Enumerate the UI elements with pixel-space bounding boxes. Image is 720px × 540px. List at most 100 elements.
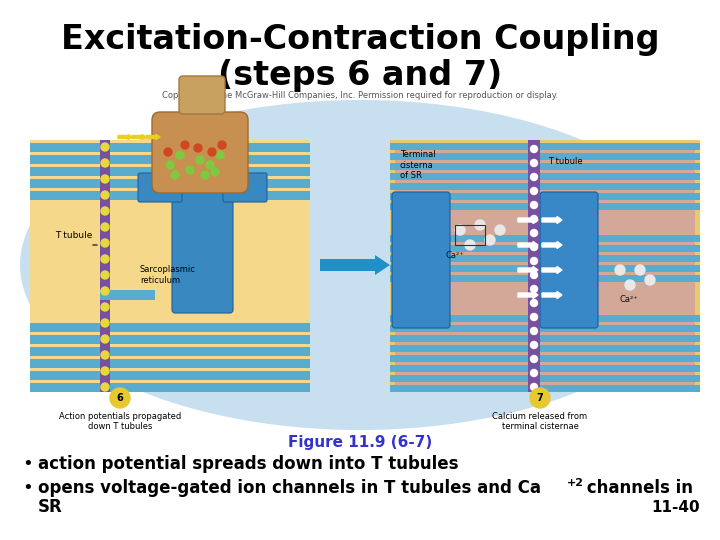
Circle shape [531,314,538,321]
Circle shape [201,171,209,179]
Bar [30,383,310,392]
Bar [390,345,700,352]
Bar [100,290,155,300]
Text: •: • [22,455,32,473]
Circle shape [475,220,485,230]
Text: opens voltage-gated ion channels in T tubules and Ca: opens voltage-gated ion channels in T tu… [38,479,541,497]
Text: action potential spreads down into T tubules: action potential spreads down into T tub… [38,455,459,473]
Text: 6: 6 [117,393,123,403]
Circle shape [101,319,109,327]
Text: SR: SR [38,498,63,516]
Bar [390,245,700,252]
Text: T tubule: T tubule [55,231,92,240]
Bar [390,255,700,262]
Circle shape [531,286,538,293]
FancyBboxPatch shape [152,112,248,193]
Text: Figure 11.9 (6-7): Figure 11.9 (6-7) [288,435,432,449]
FancyArrow shape [146,134,160,139]
Circle shape [531,258,538,265]
Circle shape [194,144,202,152]
Circle shape [181,141,189,149]
Text: Ca²⁺: Ca²⁺ [620,295,639,305]
Bar [528,140,540,392]
FancyBboxPatch shape [172,177,233,313]
Bar [30,155,310,164]
Bar [30,323,310,332]
FancyBboxPatch shape [138,173,182,202]
Bar [30,335,310,344]
Circle shape [531,187,538,194]
Circle shape [455,225,465,235]
Bar [455,225,485,245]
Text: Calcium released from
terminal cisternae: Calcium released from terminal cisternae [492,412,588,431]
Circle shape [485,235,495,245]
Bar [390,163,700,170]
Bar [193,97,211,125]
Circle shape [101,159,109,167]
Circle shape [101,351,109,359]
Circle shape [101,287,109,295]
Bar [390,193,700,200]
FancyArrow shape [518,267,538,273]
FancyArrow shape [518,241,538,248]
Circle shape [531,215,538,222]
Circle shape [101,207,109,215]
FancyArrow shape [320,255,390,275]
Text: T tubule: T tubule [548,158,582,166]
Circle shape [196,156,204,164]
Bar [390,275,700,282]
Bar [100,140,110,392]
FancyArrow shape [518,217,538,224]
FancyBboxPatch shape [179,76,225,114]
Text: Sarcoplasmic
reticulum: Sarcoplasmic reticulum [140,265,196,285]
Circle shape [530,388,550,408]
Circle shape [101,255,109,263]
FancyBboxPatch shape [540,192,598,328]
Bar [390,325,700,332]
Text: Action potentials propagated
down T tubules: Action potentials propagated down T tubu… [59,412,181,431]
Circle shape [531,383,538,390]
Circle shape [615,265,625,275]
Circle shape [531,341,538,348]
Circle shape [208,148,216,156]
Circle shape [531,173,538,180]
Bar [390,143,700,150]
Circle shape [186,166,194,174]
Text: 7: 7 [536,393,544,403]
Circle shape [101,191,109,199]
Circle shape [176,151,184,159]
Circle shape [101,303,109,311]
Bar [390,385,700,392]
Circle shape [101,175,109,183]
FancyArrow shape [518,292,538,299]
Bar [390,203,700,210]
Bar [30,191,310,200]
Circle shape [110,388,130,408]
Circle shape [531,145,538,152]
Circle shape [101,383,109,391]
Circle shape [101,223,109,231]
Circle shape [101,335,109,343]
Bar [30,143,310,152]
FancyArrow shape [542,217,562,224]
Bar [30,359,310,368]
Text: +2: +2 [567,478,584,488]
Bar [390,173,700,180]
Bar [30,371,310,380]
Circle shape [101,239,109,247]
FancyArrow shape [542,267,562,273]
Text: Ca²⁺: Ca²⁺ [445,251,464,260]
Bar [390,375,700,382]
Text: •: • [22,479,32,497]
Circle shape [531,355,538,362]
Circle shape [101,143,109,151]
Bar [30,179,310,188]
Circle shape [206,161,214,169]
Circle shape [171,171,179,179]
Bar [390,355,700,362]
FancyBboxPatch shape [223,173,267,202]
Bar [390,335,700,342]
Bar [390,235,700,242]
Circle shape [216,151,224,159]
Circle shape [164,148,172,156]
